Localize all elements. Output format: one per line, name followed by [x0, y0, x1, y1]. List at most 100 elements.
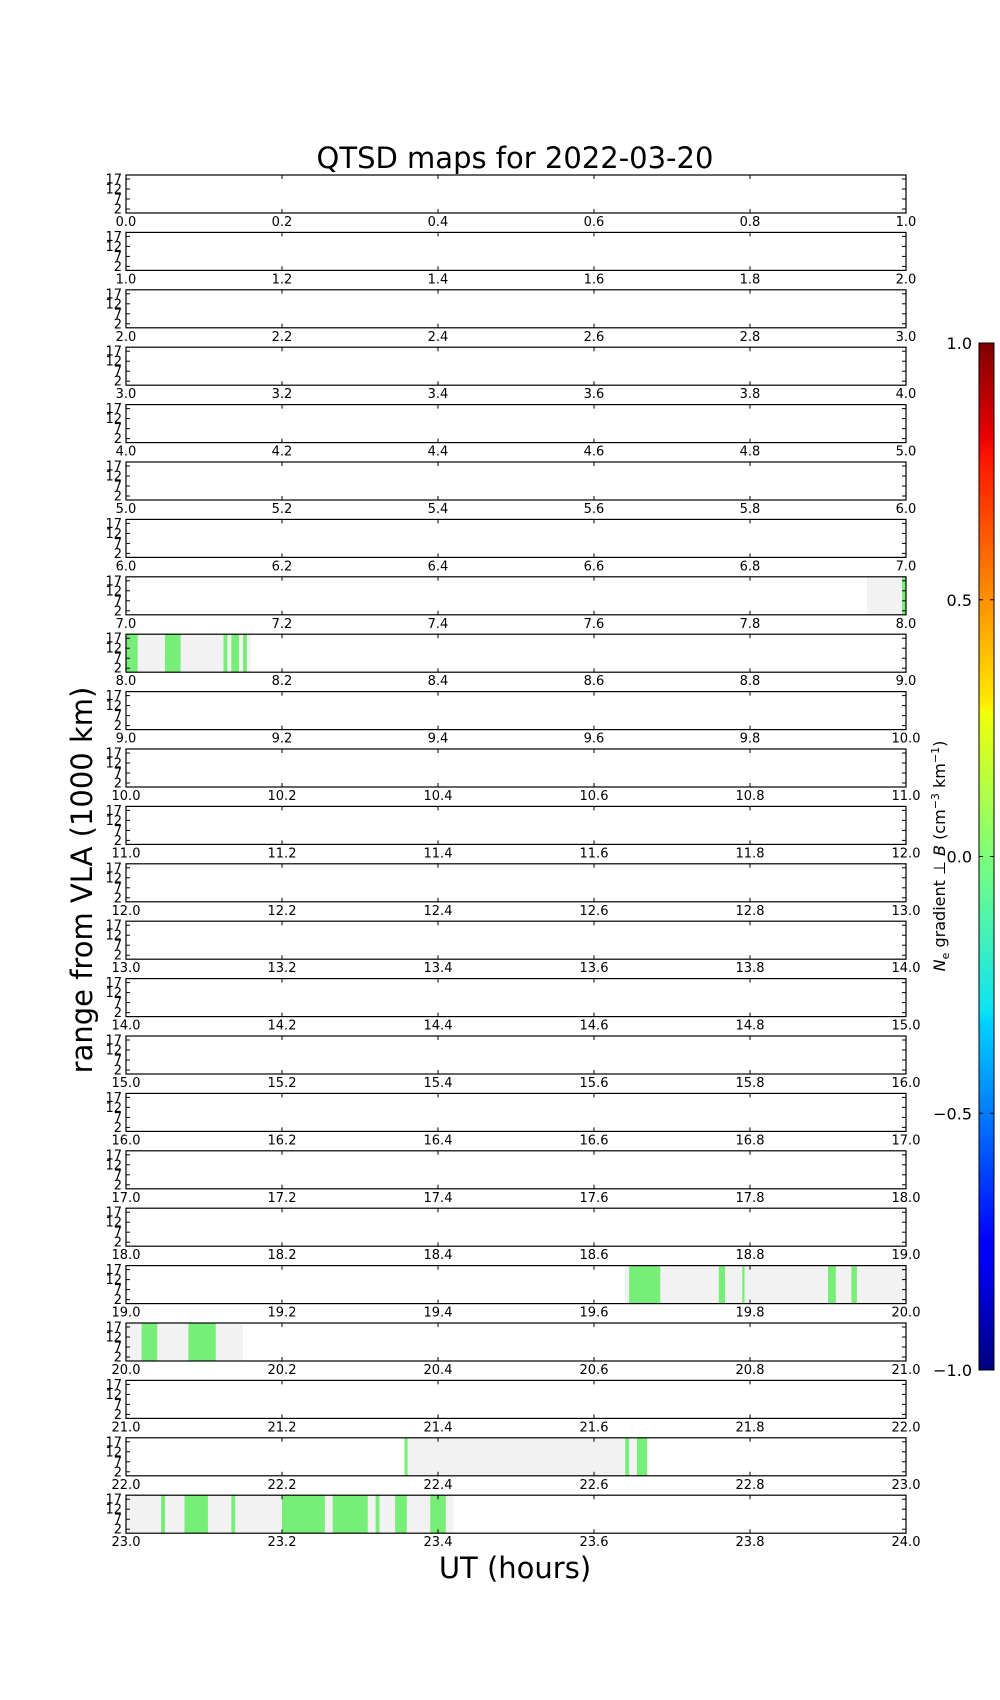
y-tick-label: 17: [105, 689, 122, 704]
x-tick-label: 3.4: [428, 387, 449, 402]
gradient-signal: [184, 1495, 208, 1534]
y-tick-label: 12: [105, 183, 122, 198]
y-tick-label: 17: [105, 1378, 122, 1393]
x-tick-label: 18.0: [112, 1248, 141, 1263]
x-tick-label: 5.4: [428, 502, 449, 517]
x-tick-label: 17.8: [736, 1191, 765, 1206]
x-tick-label: 9.0: [896, 674, 917, 689]
colorbar-tick-label: 0.0: [947, 848, 972, 867]
y-tick-label: 2: [114, 834, 122, 849]
x-tick-label: 4.0: [896, 387, 917, 402]
y-tick-label: 12: [105, 814, 122, 829]
panel-frame: [125, 1035, 907, 1075]
panel-frame: [125, 1379, 907, 1420]
x-tick-label: 21.6: [580, 1420, 609, 1435]
x-tick-label: 14.2: [268, 1019, 297, 1034]
x-tick-label: 14.4: [424, 1019, 453, 1034]
colorbar-label: Ne gradient ⊥ B (cm−3 km−1): [929, 741, 952, 972]
y-tick-label: 2: [114, 547, 122, 562]
y-tick-label: 12: [105, 1445, 122, 1460]
x-tick-label: 6.0: [116, 559, 137, 574]
x-tick-label: 4.0: [116, 445, 137, 460]
x-tick-label: 8.8: [740, 674, 761, 689]
gradient-signal: [223, 634, 228, 673]
x-tick-label: 15.4: [424, 1076, 453, 1091]
y-tick-label: 2: [114, 317, 122, 332]
y-tick-label: 17: [105, 1493, 122, 1508]
x-tick-label: 6.0: [896, 502, 917, 517]
panel-frame: [125, 289, 907, 329]
x-tick-label: 17.6: [580, 1191, 609, 1206]
x-tick-label: 5.8: [740, 502, 761, 517]
y-tick-label: 12: [105, 527, 122, 542]
x-tick-label: 12.4: [424, 904, 453, 919]
x-tick-label: 0.6: [584, 215, 605, 230]
x-tick-label: 22.6: [580, 1478, 609, 1493]
y-tick-label: 12: [105, 470, 122, 485]
x-tick-label: 12.0: [892, 846, 921, 861]
y-tick-label: 17: [105, 747, 122, 762]
x-tick-label: 19.6: [580, 1306, 609, 1321]
gradient-signal: [430, 1495, 446, 1534]
y-tick-label: 17: [105, 402, 122, 417]
x-tick-label: 21.0: [112, 1420, 141, 1435]
x-tick-label: 1.8: [740, 272, 761, 287]
x-tick-label: 22.2: [268, 1478, 297, 1493]
x-tick-label: 1.2: [272, 272, 293, 287]
x-tick-label: 14.0: [892, 961, 921, 976]
x-tick-label: 22.0: [112, 1478, 141, 1493]
colorbar-tick-label: 0.5: [947, 591, 972, 610]
x-tick-label: 5.0: [116, 502, 137, 517]
x-tick-label: 23.6: [580, 1535, 609, 1550]
x-tick-label: 13.2: [268, 961, 297, 976]
y-tick-label: 7: [114, 193, 122, 208]
panel-frame: [125, 174, 907, 214]
x-tick-label: 7.6: [584, 617, 605, 632]
x-tick-label: 6.6: [584, 559, 605, 574]
x-tick-label: 4.4: [428, 445, 449, 460]
gradient-signal: [625, 1437, 630, 1476]
x-tick-label: 12.8: [736, 904, 765, 919]
gradient-signal: [231, 634, 240, 673]
x-tick-label: 21.2: [268, 1420, 297, 1435]
y-tick-label: 7: [114, 996, 122, 1011]
coverage-span: [406, 1437, 649, 1476]
x-tick-label: 20.4: [424, 1363, 453, 1378]
y-tick-label: 12: [105, 1044, 122, 1059]
x-tick-label: 19.0: [112, 1306, 141, 1321]
x-tick-label: 4.8: [740, 445, 761, 460]
y-tick-label: 7: [114, 250, 122, 265]
y-tick-label: 2: [114, 949, 122, 964]
x-tick-label: 15.0: [112, 1076, 141, 1091]
y-tick-label: 17: [105, 460, 122, 475]
x-tick-label: 3.6: [584, 387, 605, 402]
x-tick-label: 20.2: [268, 1363, 297, 1378]
gradient-signal: [188, 1323, 216, 1361]
x-tick-label: 14.0: [112, 1019, 141, 1034]
x-tick-label: 10.0: [112, 789, 141, 804]
colorbar-tick-label: −1.0: [933, 1361, 972, 1380]
gradient-signal: [718, 1265, 726, 1304]
panel-frame: [125, 1150, 907, 1190]
panel-frame: [125, 231, 907, 271]
panel-frame: [125, 1207, 907, 1247]
gradient-signal: [851, 1265, 857, 1304]
x-tick-label: 8.4: [428, 674, 449, 689]
gradient-signal: [828, 1265, 836, 1304]
y-tick-label: 7: [114, 1455, 122, 1470]
x-tick-label: 3.2: [272, 387, 293, 402]
x-tick-label: 7.0: [116, 617, 137, 632]
y-tick-label: 7: [114, 422, 122, 437]
x-tick-label: 17.0: [892, 1133, 921, 1148]
y-tick-label: 7: [114, 767, 122, 782]
x-tick-label: 4.6: [584, 445, 605, 460]
